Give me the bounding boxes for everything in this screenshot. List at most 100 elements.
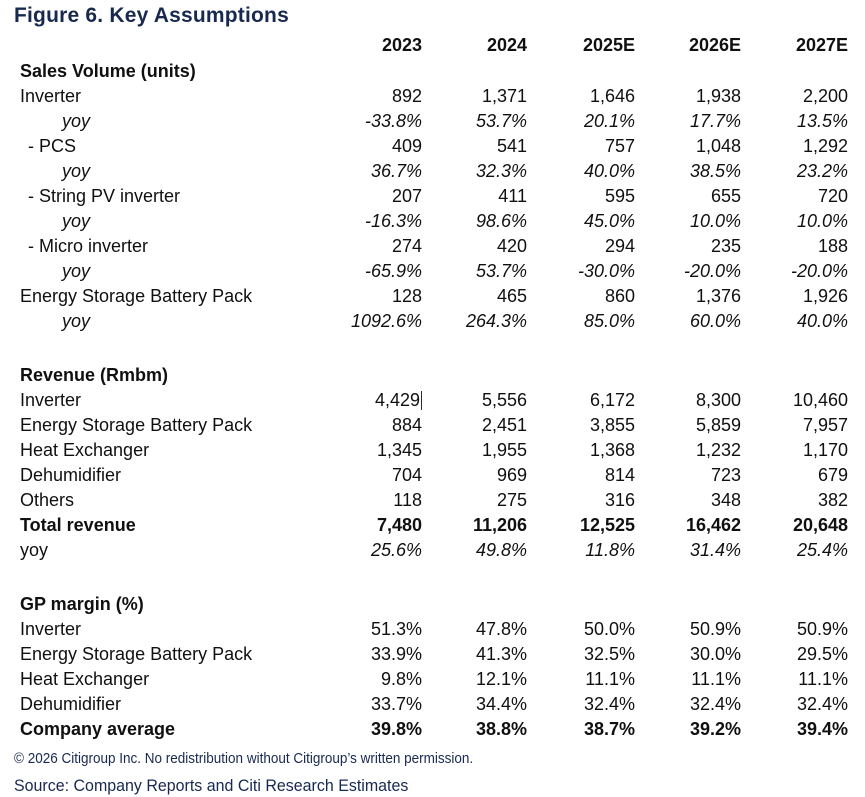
cell-text: 1,376 (695, 286, 741, 306)
cell-value: 60.0% (635, 309, 741, 334)
column-header-2024: 2024 (486, 35, 527, 55)
cell-text: 98.6% (475, 211, 527, 231)
cell-value: 207 (347, 184, 422, 209)
cell-text: 655 (710, 186, 741, 206)
cell-text: 1,170 (802, 440, 848, 460)
row-label: yoy (62, 111, 91, 131)
cell-value: 5,859 (635, 413, 741, 438)
copyright-notice: © 2026 Citigroup Inc. No redistribution … (14, 750, 474, 767)
cell-text: 11,206 (472, 515, 527, 535)
row-label: yoy (62, 211, 91, 231)
cell-text: 16,462 (685, 515, 741, 535)
column-header-2026e: 2026E (688, 35, 741, 55)
cell-value: 33.7% (347, 692, 422, 717)
cell-text: -30.0% (577, 261, 635, 281)
row-label: Heat Exchanger (20, 669, 150, 689)
cell-value: -20.0% (741, 259, 848, 284)
cell-text: 1092.6% (350, 311, 422, 331)
cell-value: 13.5% (741, 109, 848, 134)
section-header-label: Revenue (Rmbm) (20, 365, 169, 385)
table-row: - String PV inverter 207 411 595 655 720 (14, 184, 848, 209)
cell-value: 11.1% (527, 667, 635, 692)
cell-value: 1,376 (635, 284, 741, 309)
cell-text: -16.3% (364, 211, 422, 231)
spacer-cell (14, 334, 848, 363)
cell-text: 23.2% (796, 161, 848, 181)
cell-value: 814 (527, 463, 635, 488)
cell-value: 235 (635, 234, 741, 259)
row-label: Energy Storage Battery Pack (20, 286, 253, 306)
table-row: Total revenue 7,480 11,206 12,525 16,462 20,6… (14, 513, 848, 538)
cell-value: 20.1% (527, 109, 635, 134)
cell-value: 128 (347, 284, 422, 309)
row-label: Inverter (20, 86, 82, 106)
cell-text: 207 (391, 186, 422, 206)
row-label: Dehumidifier (20, 465, 122, 485)
section-spacer (14, 334, 848, 363)
cell-text: 118 (393, 490, 422, 510)
cell-value: 9.8% (347, 667, 422, 692)
cell-text: 679 (817, 465, 848, 485)
cell-value: 51.3% (347, 617, 422, 642)
row-label: Company average (20, 719, 176, 739)
cell-text: 541 (496, 136, 527, 156)
cell-text: 36.7% (370, 161, 422, 181)
column-header-2023: 2023 (381, 35, 422, 55)
cell-value: 10,460 (741, 388, 848, 413)
spacer-cell (14, 563, 848, 592)
table-row: Others 118 275 316 348 382 (14, 488, 848, 513)
cell-text: 51.3% (370, 619, 422, 639)
cell-text: 50.0% (583, 619, 635, 639)
cell-value: 1,170 (741, 438, 848, 463)
cell-text: 7,957 (802, 415, 848, 435)
cell-text: 32.5% (583, 644, 635, 664)
cell-text: 33.7% (370, 694, 422, 714)
row-label: - PCS (28, 136, 77, 156)
cell-text: 128 (391, 286, 422, 306)
cell-text: 33.9% (370, 644, 422, 664)
row-label: - String PV inverter (28, 186, 181, 206)
cell-text: 316 (604, 490, 635, 510)
cell-value: 39.2% (635, 717, 741, 742)
cell-text: 3,855 (589, 415, 635, 435)
cell-text: 1,926 (802, 286, 848, 306)
cell-value: 892 (347, 84, 422, 109)
cell-value: 39.8% (347, 717, 422, 742)
cell-value: 11,206 (422, 513, 527, 538)
cell-text: 892 (391, 86, 422, 106)
cell-text: 264.3% (465, 311, 527, 331)
cell-value: 34.4% (422, 692, 527, 717)
table-row: yoy -16.3% 98.6% 45.0% 10.0% 10.0% (14, 209, 848, 234)
row-label: yoy (62, 161, 91, 181)
cell-text: 32.4% (796, 694, 848, 714)
row-label: Heat Exchanger (20, 440, 150, 460)
cell-value: 32.5% (527, 642, 635, 667)
cell-text: 39.8% (370, 719, 422, 739)
table-row: yoy -65.9% 53.7% -30.0% -20.0% -20.0% (14, 259, 848, 284)
cell-text: 4,429 (374, 390, 420, 410)
cell-value: 3,855 (527, 413, 635, 438)
table-row: yoy 1092.6% 264.3% 85.0% 60.0% 40.0% (14, 309, 848, 334)
source-note: Source: Company Reports and Citi Researc… (14, 776, 409, 795)
cell-text: 45.0% (583, 211, 635, 231)
cell-text: 40.0% (583, 161, 635, 181)
cell-text: 38.7% (583, 719, 635, 739)
cell-value: 860 (527, 284, 635, 309)
cell-value: 11.1% (635, 667, 741, 692)
table-row: Energy Storage Battery Pack 33.9% 41.3% 32.… (14, 642, 848, 667)
row-label: yoy (62, 261, 91, 281)
cell-value: -33.8% (347, 109, 422, 134)
cell-text: 2,451 (481, 415, 527, 435)
cell-text: 294 (604, 236, 635, 256)
table-row: Company average 39.8% 38.8% 38.7% 39.2% 39.4% (14, 717, 848, 742)
cell-text: 1,955 (481, 440, 527, 460)
cell-value: 1092.6% (347, 309, 422, 334)
cell-value: 5,556 (422, 388, 527, 413)
cell-value: 41.3% (422, 642, 527, 667)
cell-text: 38.5% (689, 161, 741, 181)
cell-text: 32.4% (689, 694, 741, 714)
cell-text: 10.0% (689, 211, 741, 231)
cell-value: 50.9% (635, 617, 741, 642)
section-spacer (14, 563, 848, 592)
section-header-row: Revenue (Rmbm) (14, 363, 848, 388)
